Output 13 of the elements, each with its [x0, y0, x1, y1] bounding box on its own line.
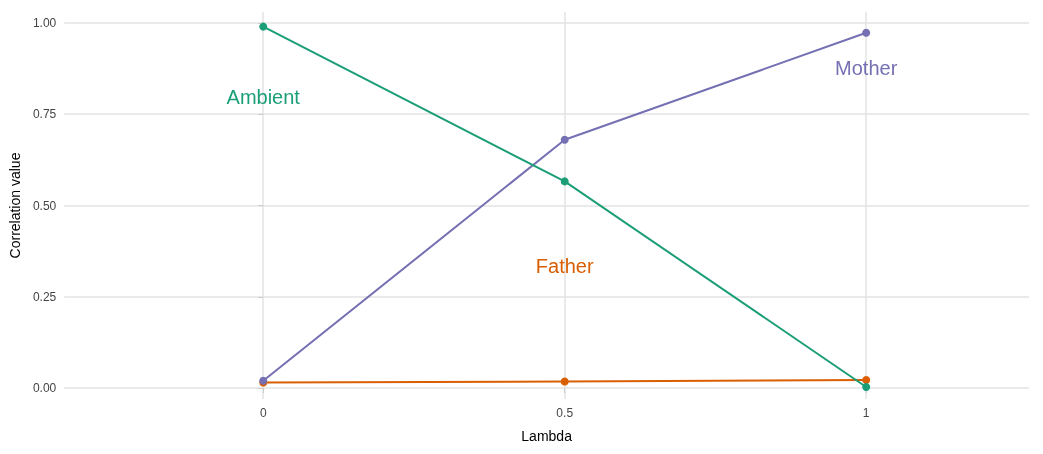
y-tick-label: 0.25 [32, 289, 57, 304]
x-axis-title: Lambda [521, 428, 573, 444]
y-axis-title: Correlation value [7, 152, 23, 259]
text: Father [535, 255, 594, 278]
x-tick-label: 1 [862, 406, 870, 420]
series-label: Mother [835, 56, 898, 79]
y-tick-label: 1.00 [32, 15, 57, 30]
y-tick-label: 0.75 [32, 107, 57, 122]
x-tick-label: 0.5 [556, 406, 574, 420]
x-tick-label: 0 [259, 406, 267, 420]
y-tick-label: 0.00 [32, 381, 57, 396]
series-label: Ambient [226, 85, 301, 108]
y-tick-label: 0.50 [32, 198, 57, 213]
